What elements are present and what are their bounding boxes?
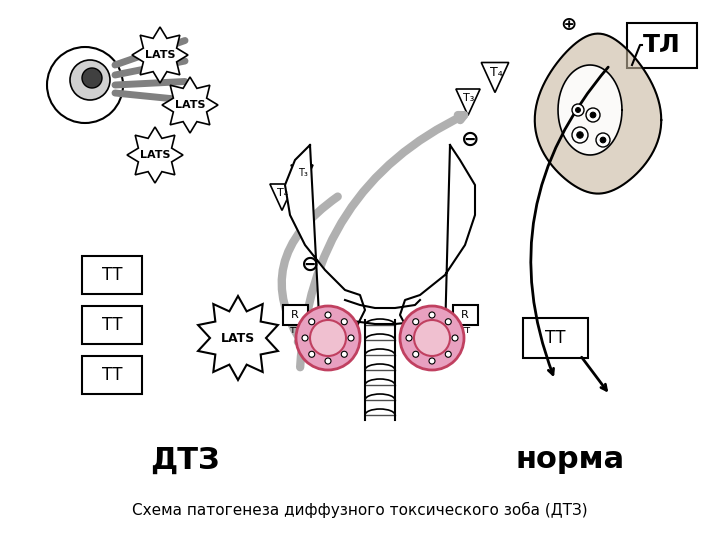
Text: Схема патогенеза диффузного токсического зоба (ДТЗ): Схема патогенеза диффузного токсического… xyxy=(132,502,588,518)
Circle shape xyxy=(325,358,331,364)
Circle shape xyxy=(400,306,464,370)
Circle shape xyxy=(348,335,354,341)
Text: ⊖: ⊖ xyxy=(301,255,319,275)
Polygon shape xyxy=(345,300,420,320)
Bar xyxy=(523,318,588,358)
Polygon shape xyxy=(456,89,480,116)
Bar xyxy=(452,305,477,325)
Circle shape xyxy=(413,319,419,325)
Circle shape xyxy=(296,306,360,370)
Text: тт: тт xyxy=(459,325,471,335)
Text: ДТЗ: ДТЗ xyxy=(150,446,220,475)
Text: T₃: T₃ xyxy=(463,93,474,103)
Text: LATS: LATS xyxy=(175,100,205,110)
Text: LATS: LATS xyxy=(145,50,175,60)
Circle shape xyxy=(596,133,610,147)
Circle shape xyxy=(406,335,412,341)
Circle shape xyxy=(70,60,110,100)
Circle shape xyxy=(445,351,451,357)
Circle shape xyxy=(600,137,606,143)
Circle shape xyxy=(429,358,435,364)
Bar xyxy=(282,305,307,325)
Text: T₃: T₃ xyxy=(298,168,308,178)
Circle shape xyxy=(413,351,419,357)
Circle shape xyxy=(414,320,450,356)
Text: LATS: LATS xyxy=(140,150,170,160)
Circle shape xyxy=(82,68,102,88)
Text: норма: норма xyxy=(516,446,624,475)
Circle shape xyxy=(575,107,580,112)
Circle shape xyxy=(586,108,600,122)
Polygon shape xyxy=(270,184,294,211)
Circle shape xyxy=(302,335,308,341)
Circle shape xyxy=(429,312,435,318)
Polygon shape xyxy=(162,77,218,133)
Circle shape xyxy=(445,319,451,325)
Circle shape xyxy=(577,132,583,138)
Text: R: R xyxy=(291,310,299,320)
Circle shape xyxy=(47,47,123,123)
Circle shape xyxy=(341,319,347,325)
Bar xyxy=(82,306,142,344)
Text: ⊖: ⊖ xyxy=(461,130,480,150)
Circle shape xyxy=(572,127,588,143)
Polygon shape xyxy=(558,65,622,155)
Text: ТТ: ТТ xyxy=(545,329,565,347)
Polygon shape xyxy=(291,165,313,189)
Text: ТЛ: ТЛ xyxy=(643,33,681,57)
Text: LATS: LATS xyxy=(221,332,255,345)
Circle shape xyxy=(590,112,596,118)
Text: R: R xyxy=(461,310,469,320)
Circle shape xyxy=(309,319,315,325)
Polygon shape xyxy=(132,27,188,83)
Text: тт: тт xyxy=(289,325,301,335)
Polygon shape xyxy=(285,145,365,345)
Circle shape xyxy=(310,320,346,356)
Text: T₄: T₄ xyxy=(490,66,503,79)
Circle shape xyxy=(325,312,331,318)
Circle shape xyxy=(309,351,315,357)
Bar xyxy=(82,256,142,294)
Circle shape xyxy=(341,351,347,357)
Bar xyxy=(82,356,142,394)
Circle shape xyxy=(572,104,584,116)
Bar xyxy=(627,23,697,68)
Polygon shape xyxy=(198,296,278,380)
Polygon shape xyxy=(400,145,475,345)
Text: ТТ: ТТ xyxy=(102,266,122,284)
Circle shape xyxy=(452,335,458,341)
Text: ТТ: ТТ xyxy=(102,366,122,384)
Polygon shape xyxy=(535,33,661,194)
Text: ⊕: ⊕ xyxy=(560,16,576,35)
Text: ТТ: ТТ xyxy=(102,316,122,334)
Text: T₄: T₄ xyxy=(277,188,289,198)
Polygon shape xyxy=(127,127,183,183)
Polygon shape xyxy=(481,63,509,92)
